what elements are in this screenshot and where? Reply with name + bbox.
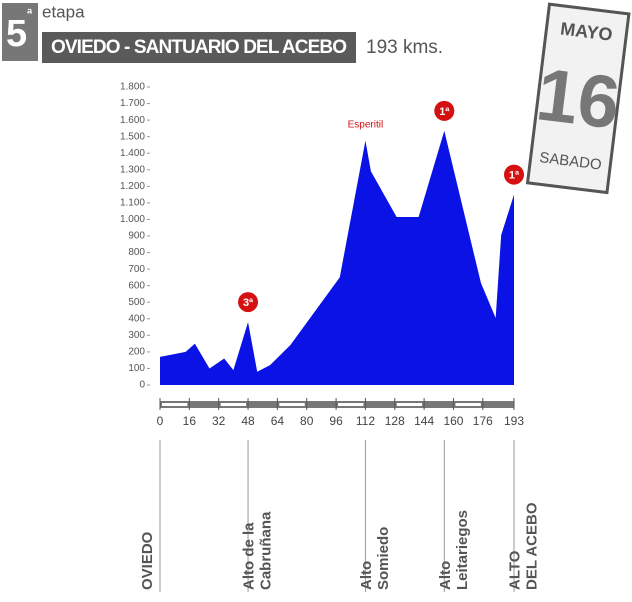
chart-title: OVIEDO - SANTUARIO DEL ACEBO: [51, 37, 347, 58]
y-tick-label: 1.100: [120, 198, 145, 209]
climb-label: 1ª: [509, 170, 520, 182]
climb-label: 1ª: [439, 106, 450, 118]
scale-segment: [279, 403, 305, 406]
y-tick-label: 1.200: [120, 181, 145, 192]
x-tick-label: 176: [473, 414, 493, 428]
calendar: MAYO 16 SABADO: [525, 2, 631, 195]
annotation: Esperitil: [348, 119, 384, 130]
scale-bar: [160, 401, 514, 408]
y-tick-label: 1.500: [120, 131, 145, 142]
scale-segment: [162, 403, 188, 406]
y-tick-label: 600: [128, 280, 145, 291]
x-tick-label: 16: [183, 414, 197, 428]
y-tick-label: 0: [139, 380, 145, 391]
x-tick-label: 48: [241, 414, 255, 428]
x-tick-label: 80: [300, 414, 314, 428]
y-tick-label: 400: [128, 313, 145, 324]
stage-word: etapa: [42, 2, 85, 21]
climb-marker: [238, 292, 259, 313]
y-tick-label: 800: [128, 247, 145, 258]
y-tick-label: 1.400: [120, 148, 145, 159]
scale-segment: [396, 403, 423, 406]
place-label: Alto de la: [241, 522, 258, 590]
climb-marker: [504, 164, 524, 185]
place-label: Somiedo: [375, 527, 392, 590]
scale-segment: [338, 403, 364, 406]
x-tick-label: 193: [504, 414, 524, 428]
y-tick-label: 300: [128, 330, 145, 341]
place-label: OVIEDO: [139, 531, 156, 590]
y-tick-label: 1.300: [120, 164, 145, 175]
x-tick-label: 112: [356, 414, 375, 428]
calendar-frame: [525, 2, 631, 195]
place-label: DEL ACEBO: [523, 502, 540, 590]
climb-label: 3ª: [243, 297, 254, 309]
y-tick-label: 1.000: [120, 214, 145, 225]
title-banner: [42, 32, 356, 63]
scale-segment: [455, 403, 481, 406]
y-tick-label: 100: [128, 363, 145, 374]
place-label: ALTO: [506, 550, 523, 590]
stage-suffix: ª: [27, 6, 33, 22]
place-label: Alto: [358, 561, 375, 590]
x-tick-label: 64: [271, 414, 285, 428]
climb-marker: [434, 100, 455, 121]
x-tick-label: 32: [212, 414, 226, 428]
x-tick-label: 96: [329, 414, 343, 428]
y-tick-label: 1.700: [120, 98, 145, 109]
stage-number: 5: [6, 13, 27, 55]
y-tick-label: 1.800: [120, 82, 145, 93]
place-label: Cabruñana: [258, 511, 275, 590]
stage-box: [2, 3, 38, 61]
scale-segment: [220, 403, 247, 406]
place-label: Leitariegos: [454, 510, 471, 590]
y-tick-label: 700: [128, 264, 145, 275]
y-tick-label: 900: [128, 231, 145, 242]
x-tick-label: 128: [385, 414, 405, 428]
x-tick-label: 144: [414, 414, 434, 428]
distance: 193 kms.: [366, 37, 443, 58]
elevation-area: [160, 130, 514, 385]
y-tick-label: 500: [128, 297, 145, 308]
x-tick-label: 0: [157, 414, 164, 428]
place-label: Alto: [437, 561, 454, 590]
y-tick-label: 200: [128, 347, 145, 358]
calendar-day: 16: [532, 52, 624, 144]
y-tick-label: 1.600: [120, 115, 145, 126]
x-tick-label: 160: [443, 414, 463, 428]
